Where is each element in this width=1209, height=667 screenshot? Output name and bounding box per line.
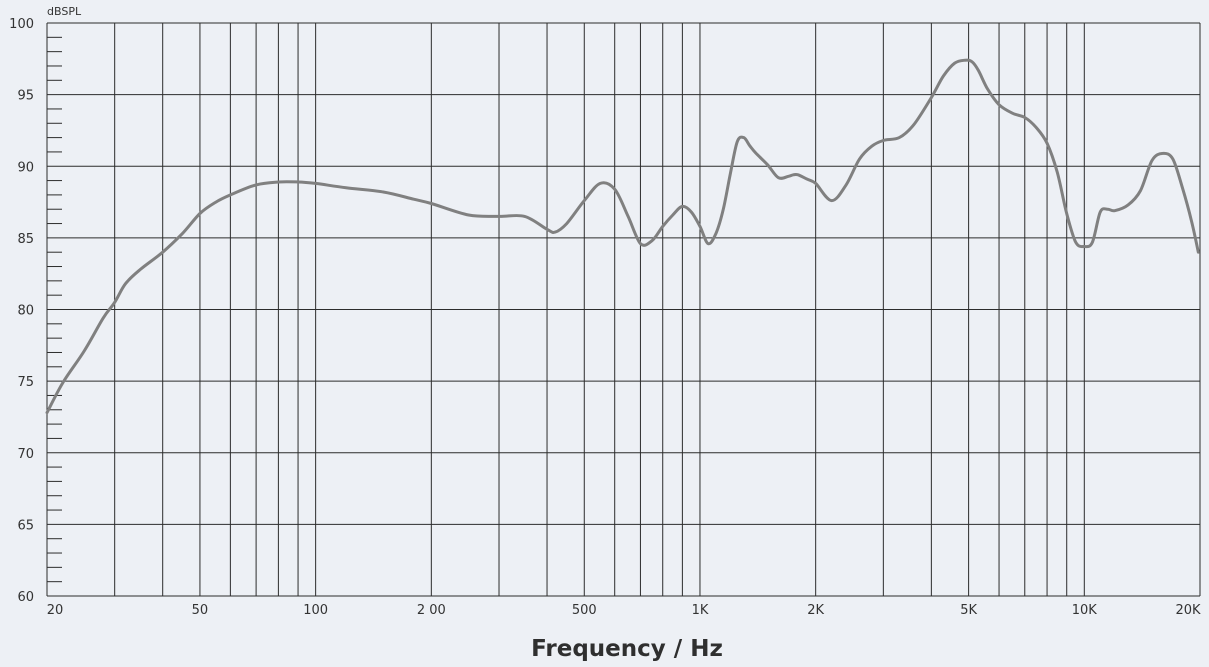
y-tick-label: 60 [17, 590, 34, 605]
y-tick-label: 100 [9, 17, 34, 32]
y-axis-unit-label: dBSPL [47, 5, 82, 18]
x-tick-label: 20K [1175, 603, 1201, 618]
y-tick-label: 95 [17, 89, 34, 104]
x-axis-title: Frequency / Hz [531, 636, 723, 662]
x-tick-label: 100 [303, 603, 328, 618]
x-tick-label: 2K [807, 603, 824, 618]
x-tick-label: 500 [572, 603, 597, 618]
x-tick-label: 2 00 [417, 603, 446, 618]
chart-grid [47, 22, 1200, 597]
y-tick-labels: 60 65 70 75 80 85 90 95 100 [9, 17, 34, 605]
x-tick-label: 5K [960, 603, 977, 618]
y-tick-label: 75 [17, 375, 34, 390]
y-tick-label: 90 [17, 160, 34, 175]
y-tick-label: 80 [17, 304, 34, 319]
y-tick-label: 85 [17, 232, 34, 247]
y-tick-label: 70 [17, 447, 34, 462]
response-curve [45, 58, 1200, 415]
y-tick-label: 65 [17, 518, 34, 533]
x-tick-label: 1K [692, 603, 709, 618]
x-tick-label: 50 [192, 603, 209, 618]
x-tick-label: 10K [1072, 603, 1098, 618]
x-tick-labels: 20 50 100 2 00 500 1K 2K 5K 10K 20K [47, 603, 1201, 618]
chart-axes [46, 23, 1201, 597]
x-tick-label: 20 [47, 603, 64, 618]
